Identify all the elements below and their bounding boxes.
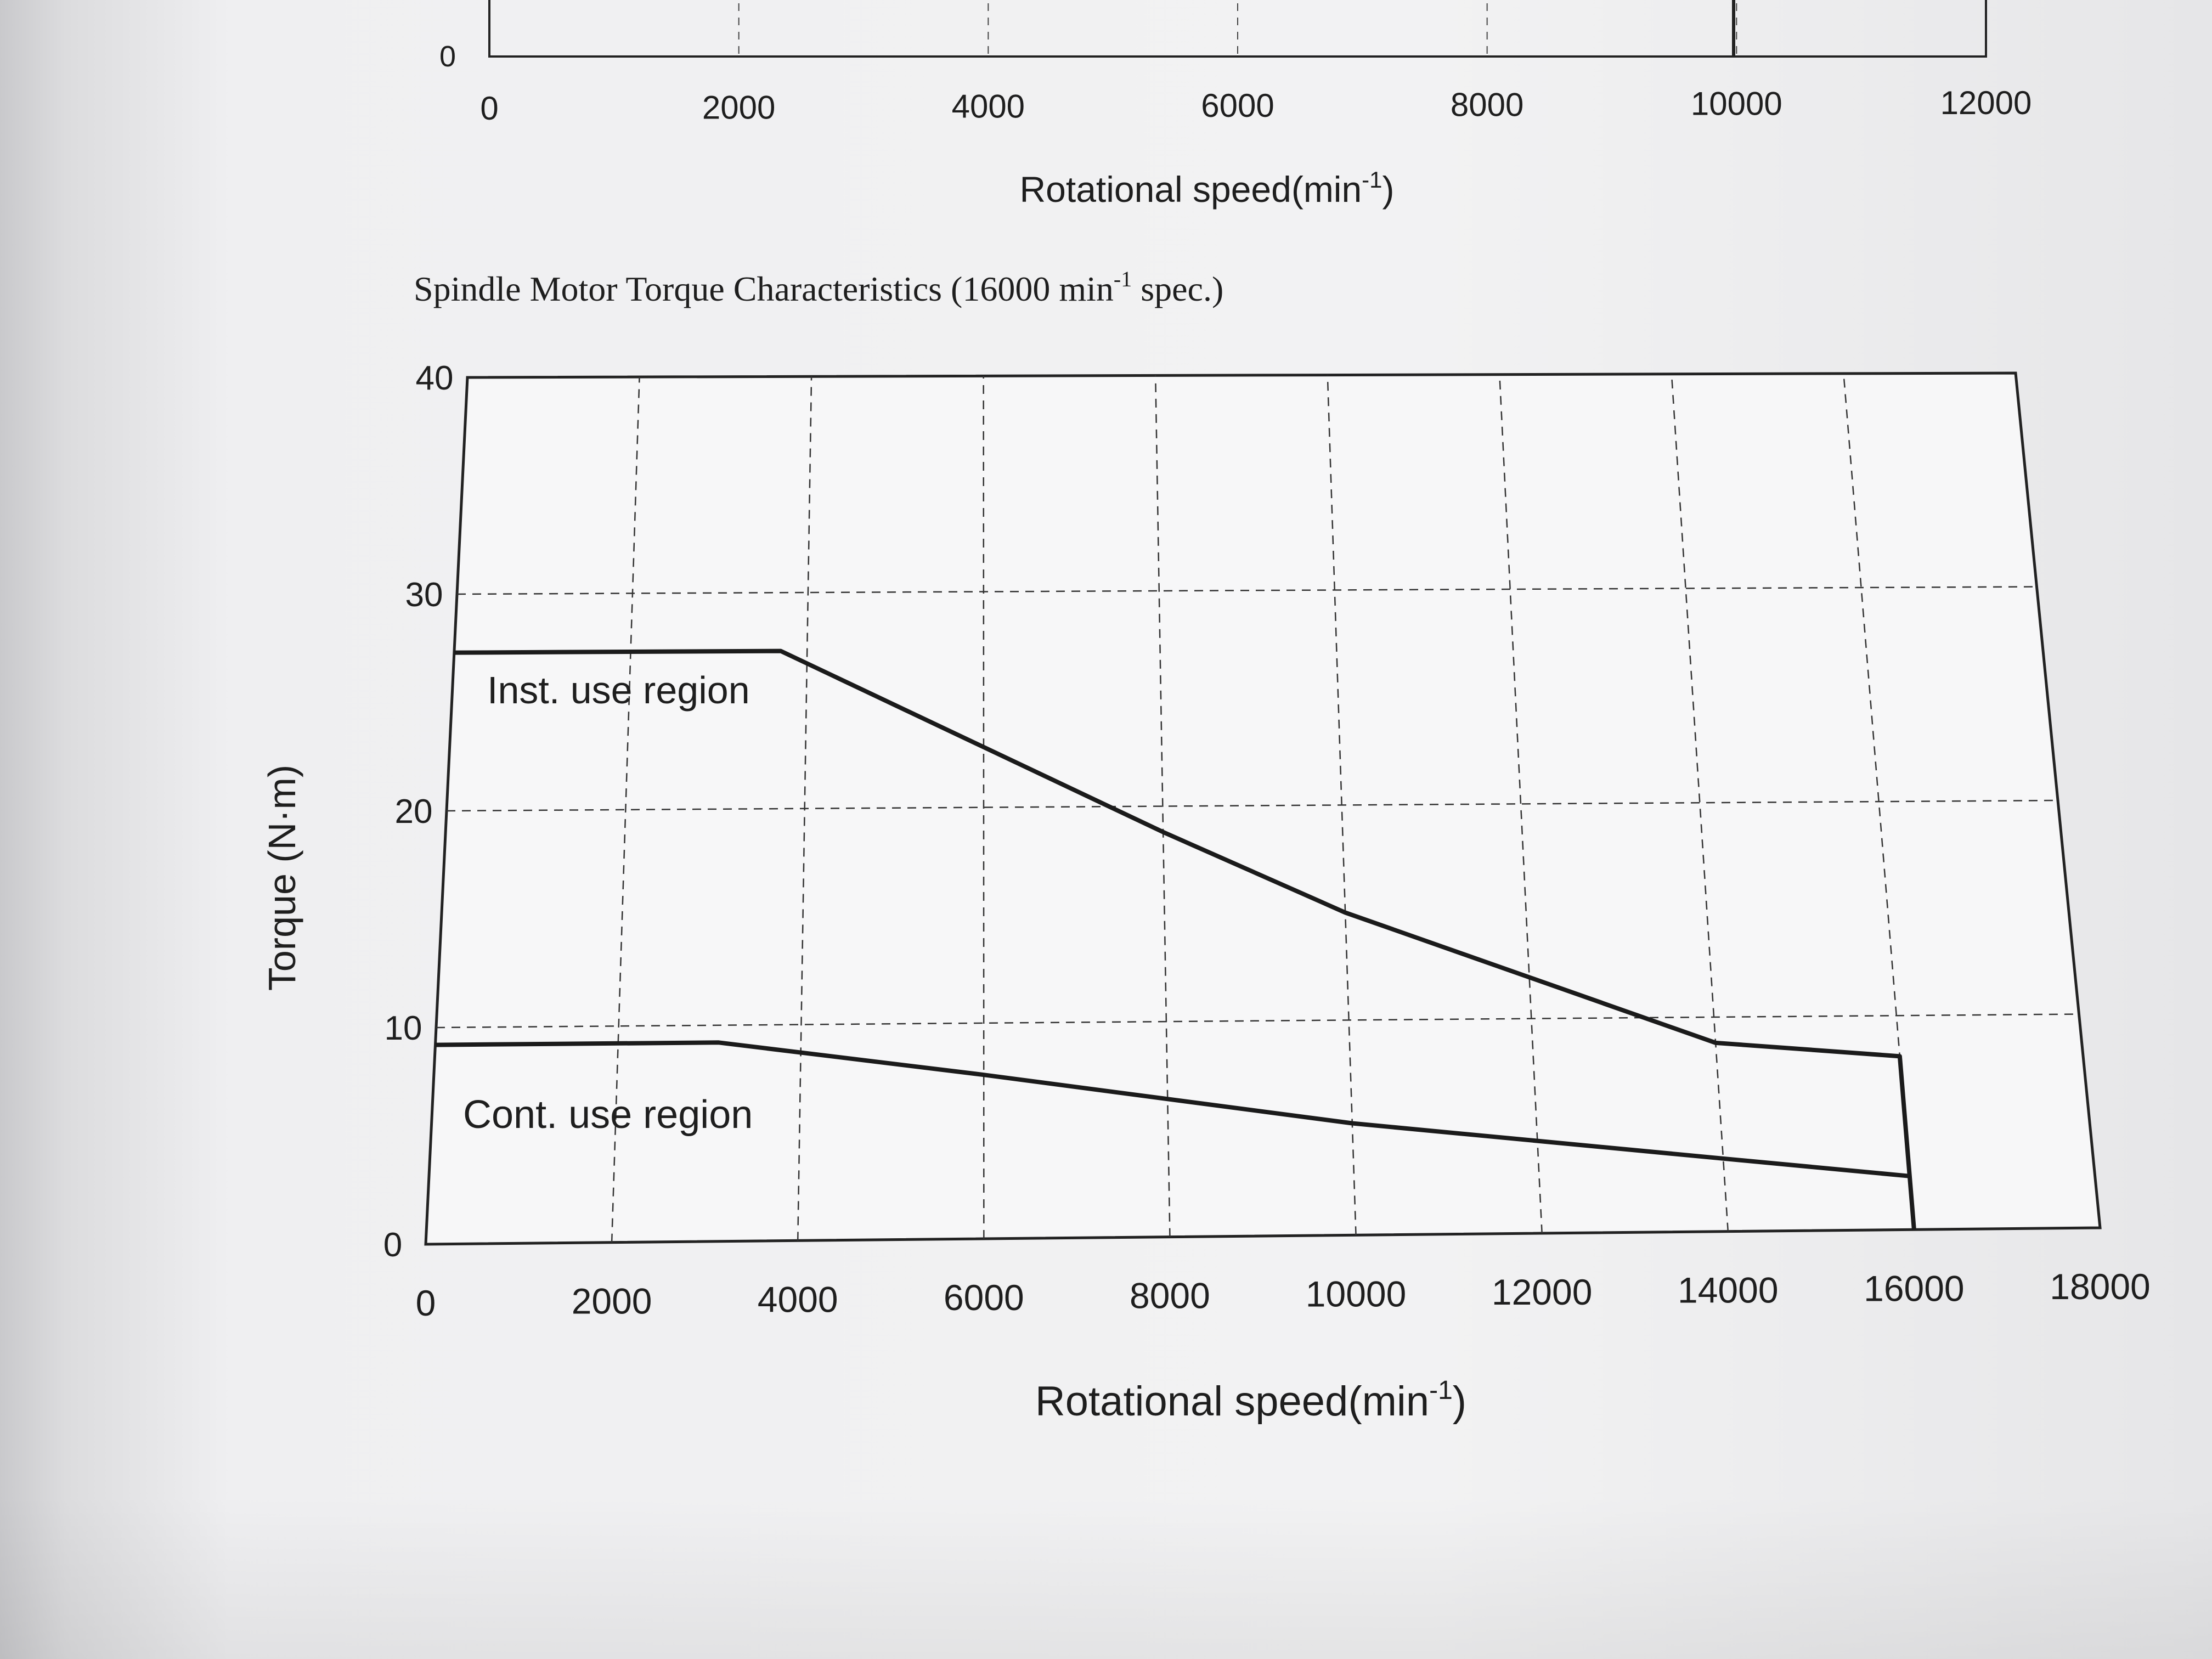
series-label-inst: Inst. use region: [487, 669, 750, 712]
y-tick-label: 10: [385, 1009, 422, 1047]
top-chart: 0 0 2000 4000 6000 8000 10000 12000 Rotational…: [439, 0, 2032, 210]
x-tick-label: 6000: [944, 1277, 1024, 1318]
top-x-tick-labels: 0 2000 4000 6000 8000 10000 12000: [480, 84, 2032, 127]
y-tick-label: 30: [405, 576, 443, 614]
x-gridline: [1154, 375, 1171, 1237]
y-tick-label: 40: [416, 359, 454, 397]
x-tick-labels: 0 2000 4000 6000 8000 10000 12000 14000 16000 180…: [416, 1266, 2151, 1323]
y-axis-label: Torque (N·m): [261, 765, 303, 991]
x-tick-label: 12000: [1492, 1272, 1593, 1312]
series-line-inst: [454, 648, 1916, 1230]
x-tick-label: 18000: [2050, 1266, 2151, 1307]
x-tick-label: 2000: [572, 1281, 652, 1322]
top-x-tick-label: 2000: [702, 89, 775, 126]
y-tick-label: 0: [383, 1226, 402, 1264]
series-line-cont: [435, 1040, 1910, 1178]
y-gridline: [456, 586, 2037, 595]
top-plot-frame: [488, 0, 1987, 58]
x-tick-label: 10000: [1306, 1273, 1407, 1314]
top-x-tick-label: 6000: [1201, 87, 1274, 124]
x-gridline: [1671, 374, 1729, 1232]
top-x-tick-label: 4000: [952, 88, 1025, 125]
y-gridline: [436, 1013, 2079, 1029]
x-tick-label: 16000: [1864, 1268, 1965, 1308]
series-lines: [435, 648, 1916, 1230]
x-axis-label: Rotational speed(min-1): [1035, 1376, 1466, 1425]
chart-title: Spindle Motor Torque Characteristics (16…: [414, 267, 1223, 308]
x-gridline: [611, 377, 640, 1243]
top-gridlines: [738, 0, 1737, 57]
plot-frame: [424, 371, 2102, 1246]
y-tick-label: 20: [395, 793, 433, 831]
top-x-tick-label: 12000: [1940, 84, 2032, 121]
x-gridline: [1499, 374, 1543, 1234]
y-gridline: [446, 799, 2058, 812]
series-label-cont: Cont. use region: [463, 1093, 753, 1137]
x-tick-label: 0: [416, 1283, 436, 1323]
x-tick-label: 4000: [758, 1279, 838, 1319]
x-tick-label: 14000: [1678, 1270, 1779, 1311]
top-x-tick-label: 0: [480, 90, 498, 127]
top-x-tick-label: 8000: [1451, 86, 1523, 123]
y-tick-labels: 0 10 20 30 40: [383, 359, 454, 1264]
top-x-axis-label: Rotational speed(min-1): [1019, 167, 1394, 210]
main-chart: 0 10 20 30 40 0 2000 4000 6000 8000 10000 12000 140…: [261, 359, 2151, 1425]
x-tick-label: 8000: [1130, 1276, 1210, 1316]
gridlines: [436, 373, 2079, 1243]
top-x-tick-label: 10000: [1691, 86, 1782, 122]
top-y-tick-label: 0: [439, 40, 456, 73]
